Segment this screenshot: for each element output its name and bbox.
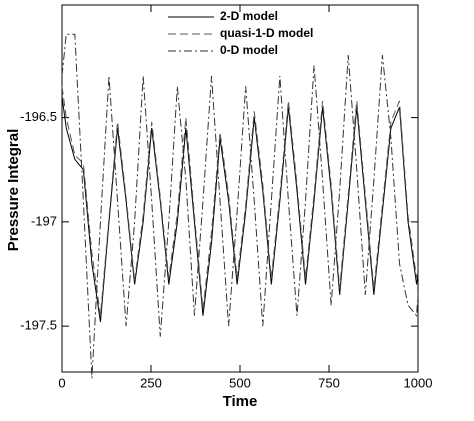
y-tick-label: -197.5 xyxy=(20,318,57,333)
legend-text: 0-D model xyxy=(220,43,278,57)
x-tick-label: 750 xyxy=(318,375,340,390)
series-line xyxy=(61,33,419,379)
legend-text: 2-D model xyxy=(220,9,278,23)
y-axis-title: Pressure Integral xyxy=(5,129,22,252)
series-line xyxy=(61,96,419,323)
x-axis-title: Time xyxy=(223,393,258,410)
x-tick-label: 500 xyxy=(229,375,251,390)
legend-text: quasi-1-D model xyxy=(220,26,313,40)
x-tick-label: 1000 xyxy=(404,375,433,390)
y-tick-label: -197 xyxy=(31,213,57,228)
x-tick-label: 250 xyxy=(140,375,162,390)
y-tick-label: -196.5 xyxy=(20,109,57,124)
series-line xyxy=(61,86,419,316)
x-tick-label: 0 xyxy=(58,375,65,390)
